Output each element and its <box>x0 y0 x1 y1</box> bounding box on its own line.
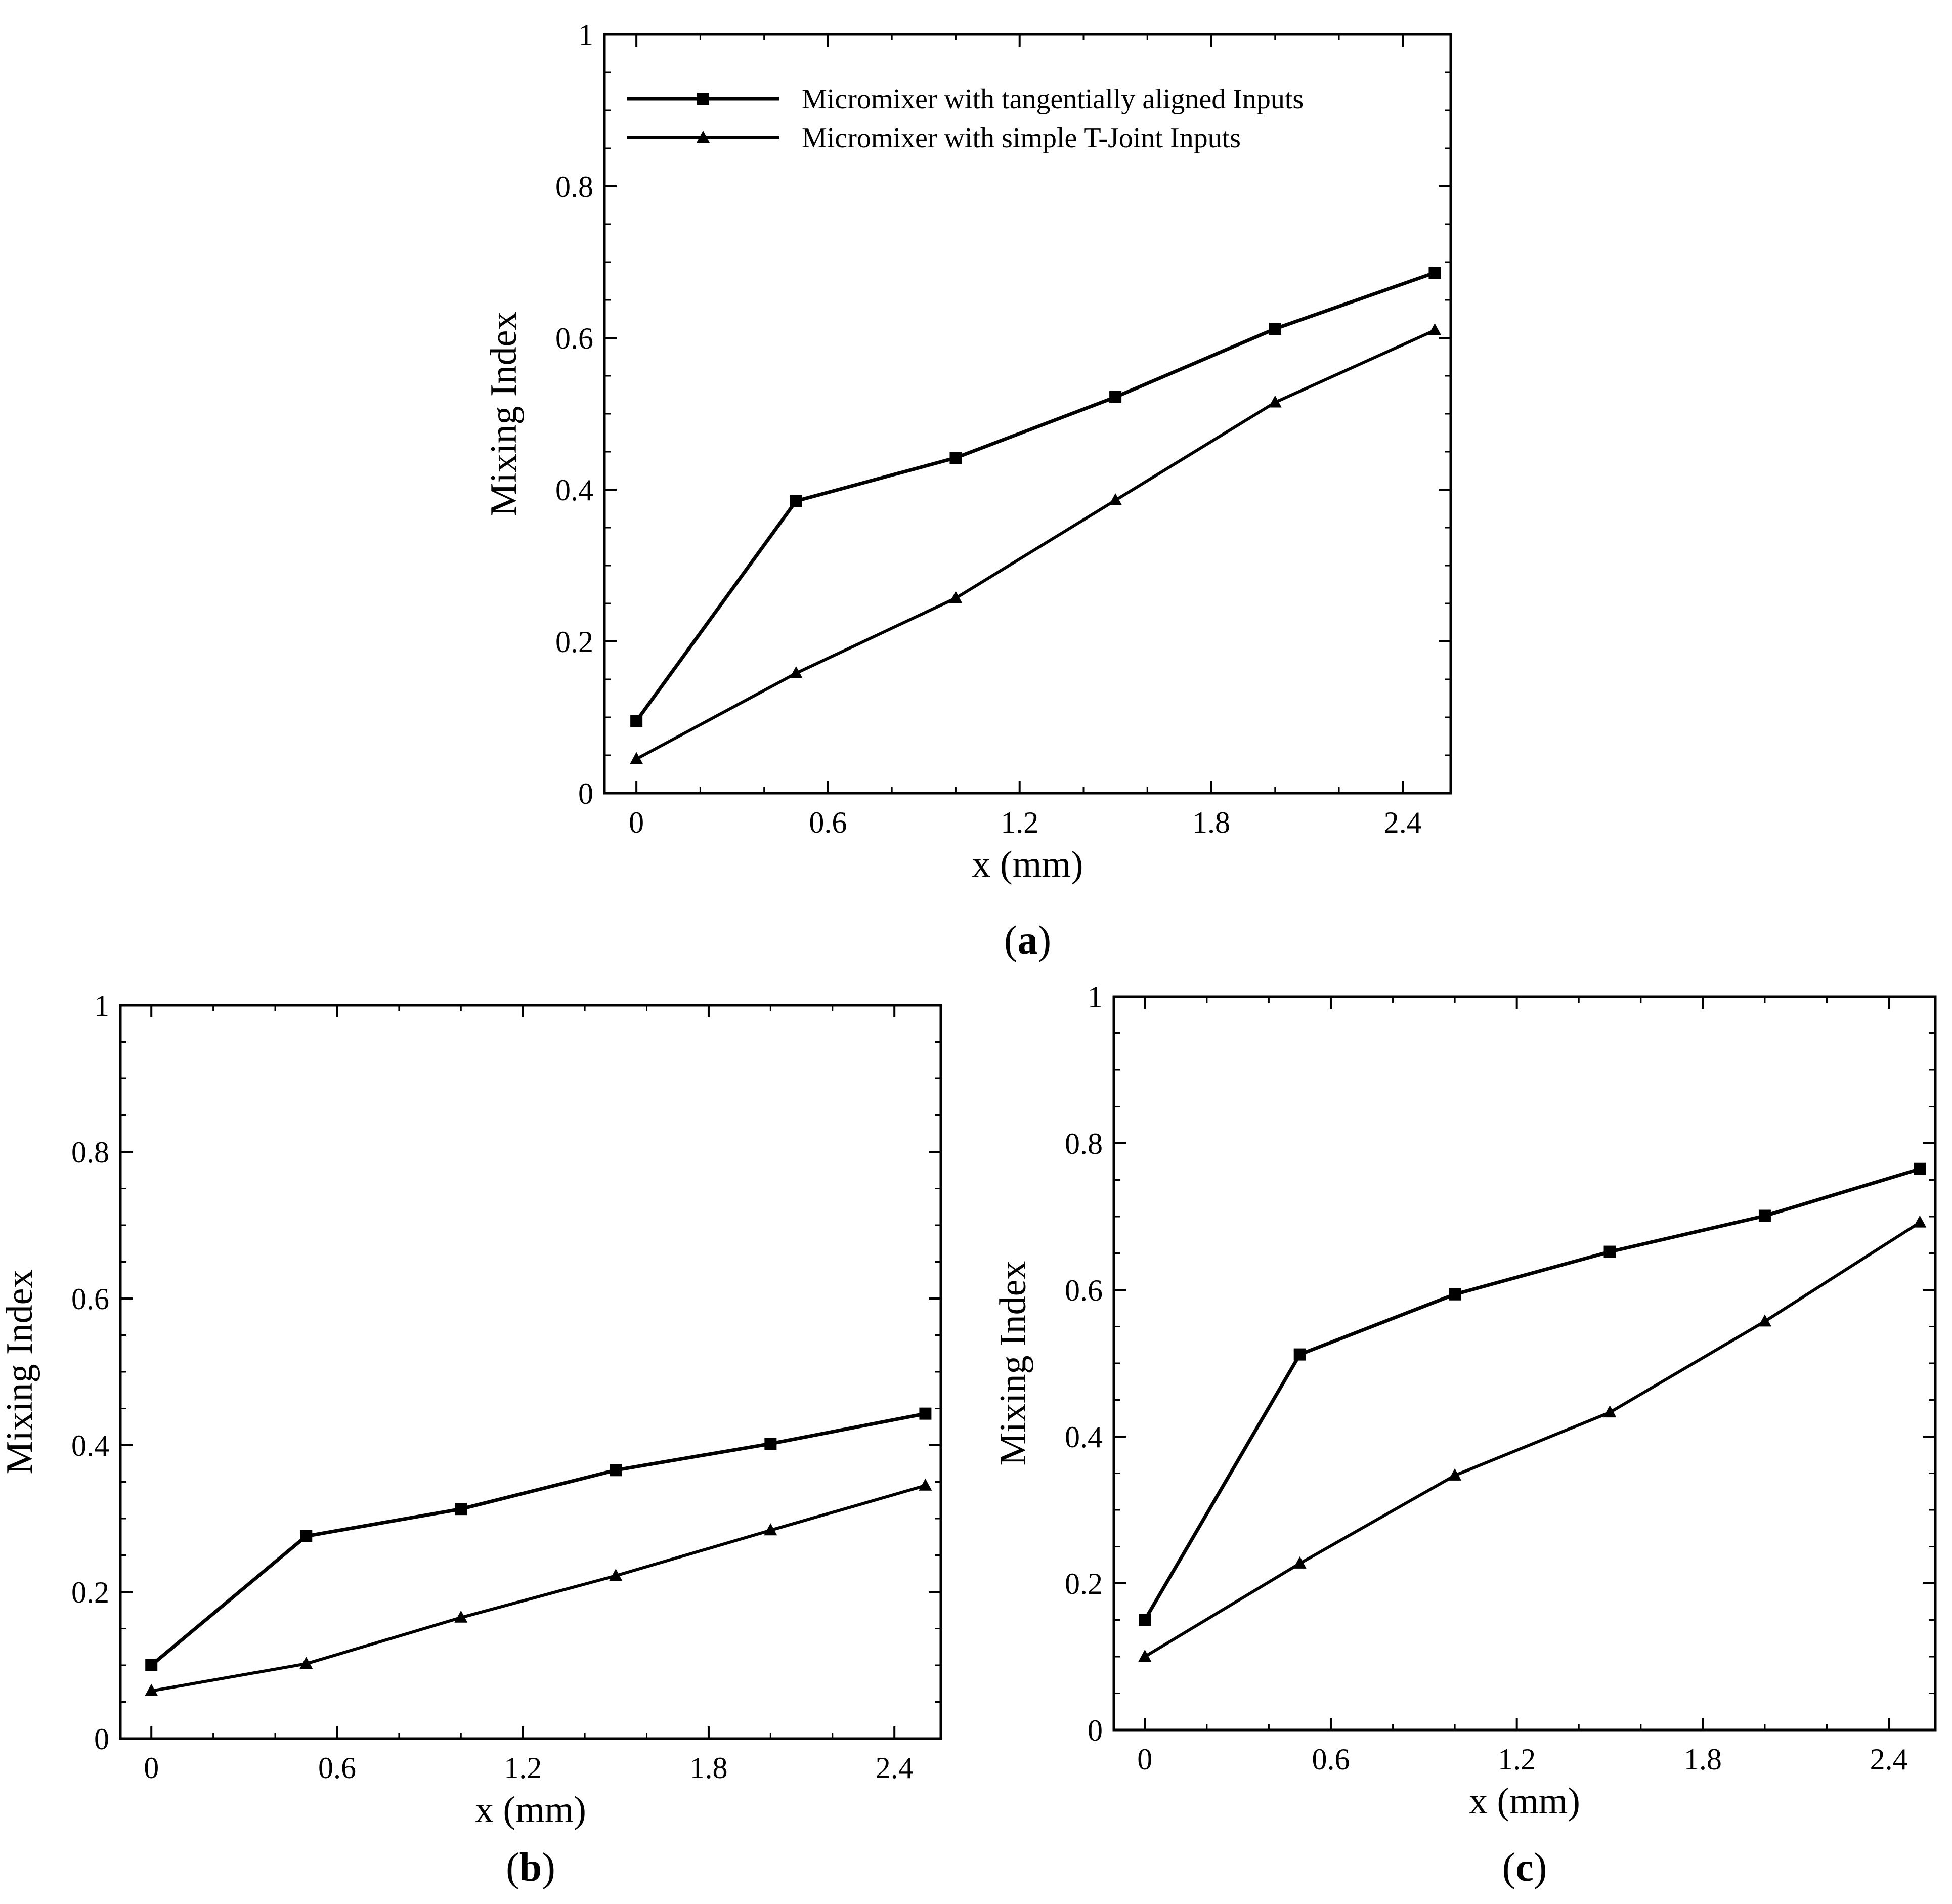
panel-label: (b) <box>506 1845 555 1890</box>
series-line-1 <box>635 271 1436 722</box>
triangle-marker <box>1138 1650 1152 1662</box>
y-axis-title: Mixing Index <box>992 1261 1034 1466</box>
triangle-marker <box>454 1610 468 1623</box>
y-tick-label: 0 <box>94 1722 109 1756</box>
x-tick-label: 1.8 <box>689 1751 727 1785</box>
y-tick-label: 1 <box>1088 980 1103 1014</box>
y-tick-label: 0.2 <box>1065 1567 1103 1600</box>
x-tick-label: 1.8 <box>1684 1743 1722 1776</box>
panel-label-letter: b <box>519 1845 542 1890</box>
square-marker <box>300 1530 313 1542</box>
y-axis-title: Mixing Index <box>0 1270 40 1475</box>
square-marker <box>1914 1162 1926 1175</box>
y-tick-label: 0.8 <box>71 1136 109 1169</box>
triangle-marker <box>299 1657 313 1669</box>
legend-square-marker <box>697 93 709 105</box>
x-tick-label: 0.6 <box>318 1751 356 1785</box>
legend-label: Micromixer with simple T-Joint Inputs <box>802 122 1241 154</box>
square-marker <box>610 1464 622 1477</box>
square-marker <box>764 1438 777 1450</box>
x-axis-title: x (mm) <box>972 844 1083 885</box>
x-tick-label: 2.4 <box>1384 806 1422 839</box>
y-tick-label: 0.2 <box>555 625 593 659</box>
square-marker <box>1109 391 1122 403</box>
square-marker <box>1603 1245 1616 1258</box>
triangle-marker <box>1109 493 1122 505</box>
series-line-1 <box>150 1412 926 1667</box>
x-tick-label: 2.4 <box>1870 1743 1908 1776</box>
square-marker <box>1293 1348 1306 1361</box>
x-tick-label: 1.2 <box>1498 1743 1536 1776</box>
triangle-marker <box>789 666 803 678</box>
square-marker <box>1758 1209 1771 1222</box>
y-tick-label: 1 <box>578 18 593 52</box>
triangle-marker <box>1603 1405 1617 1418</box>
triangle-marker <box>1913 1215 1927 1228</box>
triangle-marker <box>1448 1468 1462 1481</box>
legend: Micromixer with tangentially aligned Inp… <box>627 83 1304 154</box>
series-line-2 <box>635 329 1436 761</box>
x-tick-label: 2.4 <box>876 1751 914 1785</box>
triangle-marker <box>630 752 643 764</box>
triangle-marker <box>145 1683 158 1696</box>
y-tick-label: 0.2 <box>71 1576 109 1609</box>
triangle-marker <box>609 1569 623 1581</box>
triangle-marker <box>764 1523 777 1536</box>
triangle-marker <box>949 591 963 603</box>
square-marker <box>790 495 802 507</box>
square-marker <box>1428 267 1441 279</box>
y-tick-label: 0 <box>1088 1714 1103 1747</box>
triangle-marker <box>1758 1314 1771 1327</box>
x-tick-label: 0.6 <box>809 806 847 839</box>
square-marker <box>1139 1614 1151 1626</box>
panel-label: (c) <box>1502 1845 1547 1890</box>
x-tick-label: 0 <box>629 806 644 839</box>
y-tick-label: 0 <box>578 777 593 810</box>
plot-frame <box>119 1004 942 1740</box>
square-marker <box>1449 1288 1461 1301</box>
square-marker <box>1269 323 1281 335</box>
x-axis-title: x (mm) <box>1469 1781 1580 1822</box>
y-tick-label: 0.6 <box>1065 1274 1103 1307</box>
triangle-marker <box>919 1478 932 1491</box>
chart-panel-a: 0 0.2 0.4 0.6 0.8 1 0 0.6 1.2 1.8 2.4 x (mm) Mixing … <box>483 18 1452 963</box>
panel-label-letter: a <box>1018 918 1038 963</box>
legend-label: Micromixer with tangentially aligned Inp… <box>802 83 1304 115</box>
panel-label: (a) <box>1004 918 1051 963</box>
plot-frame <box>1112 995 1937 1732</box>
y-tick-label: 0.8 <box>1065 1127 1103 1160</box>
y-axis-title: Mixing Index <box>483 312 525 516</box>
x-axis-title: x (mm) <box>475 1789 586 1831</box>
y-tick-label: 0.4 <box>71 1429 109 1462</box>
x-tick-label: 0 <box>144 1751 159 1785</box>
square-marker <box>145 1659 158 1671</box>
series-line-2 <box>1144 1221 1921 1658</box>
x-tick-label: 1.2 <box>504 1751 542 1785</box>
triangle-marker <box>1293 1556 1307 1569</box>
square-marker <box>919 1407 932 1420</box>
triangle-marker <box>1428 323 1442 335</box>
x-tick-label: 1.8 <box>1192 806 1230 839</box>
legend-triangle-marker <box>697 131 710 143</box>
y-tick-label: 0.8 <box>555 170 593 203</box>
square-marker <box>949 452 962 464</box>
panel-label-letter: c <box>1515 1845 1534 1890</box>
square-marker <box>455 1503 467 1516</box>
x-tick-label: 0 <box>1137 1743 1152 1776</box>
chart-panel-c: 0 0.2 0.4 0.6 0.8 1 0 0.6 1.2 1.8 2.4 x (mm) Mixing … <box>992 980 1937 1890</box>
y-tick-label: 0.4 <box>555 473 593 507</box>
y-tick-label: 0.4 <box>1065 1420 1103 1454</box>
series-line-1 <box>1143 1167 1921 1621</box>
y-tick-label: 0.6 <box>71 1282 109 1316</box>
x-tick-label: 1.2 <box>1001 806 1038 839</box>
chart-panel-b: 0 0.2 0.4 0.6 0.8 1 0 0.6 1.2 1.8 2.4 x (mm) Mixing … <box>0 989 942 1890</box>
y-tick-label: 0.6 <box>555 322 593 355</box>
square-marker <box>630 715 643 727</box>
triangle-marker <box>1268 395 1282 408</box>
y-tick-label: 1 <box>94 989 109 1022</box>
x-tick-label: 0.6 <box>1312 1743 1350 1776</box>
series-line-2 <box>151 1484 926 1693</box>
